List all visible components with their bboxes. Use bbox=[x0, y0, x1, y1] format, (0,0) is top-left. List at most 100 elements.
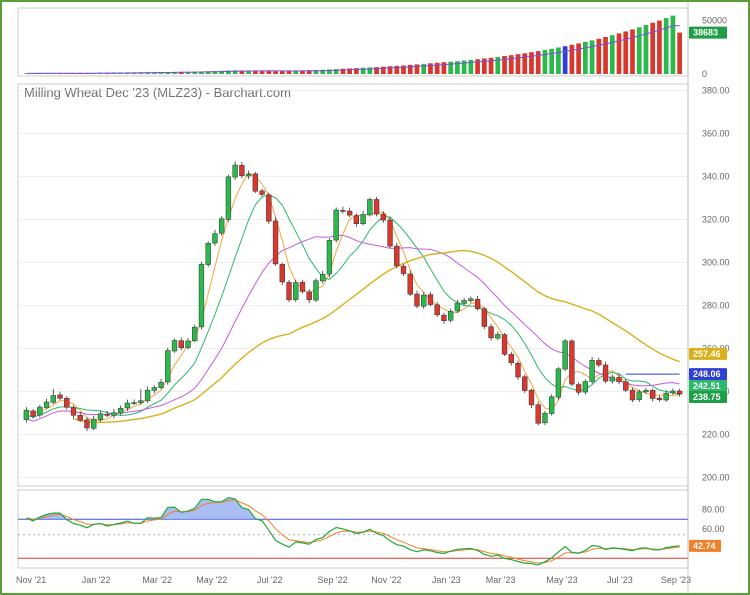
candle-body bbox=[650, 390, 656, 399]
volume-bar bbox=[172, 71, 177, 74]
price-tick-label: 280.00 bbox=[702, 300, 730, 310]
candle-body bbox=[434, 304, 440, 316]
candle-body bbox=[474, 298, 481, 310]
candle-body bbox=[77, 415, 83, 421]
price-tag-label: 248.06 bbox=[693, 369, 721, 379]
candle-body bbox=[535, 404, 541, 424]
candle-body bbox=[91, 418, 97, 429]
candle-body bbox=[299, 281, 306, 292]
candle-body bbox=[427, 294, 434, 305]
volume-bar bbox=[603, 37, 608, 74]
candle-body bbox=[582, 381, 589, 393]
volume-bar bbox=[306, 70, 312, 74]
candle-body bbox=[333, 209, 339, 241]
volume-bar bbox=[192, 71, 198, 74]
volume-bar bbox=[394, 65, 400, 74]
volume-panel: 0 50000 38683 bbox=[17, 7, 727, 79]
volume-bar bbox=[401, 65, 406, 74]
candle-body bbox=[609, 376, 615, 382]
volume-bar bbox=[623, 31, 629, 75]
price-tag-label: 238.75 bbox=[693, 392, 721, 402]
candle-body bbox=[602, 364, 609, 382]
volume-bar bbox=[650, 22, 656, 74]
volume-bar bbox=[347, 68, 352, 74]
candle-body bbox=[171, 340, 178, 352]
volume-bar bbox=[441, 62, 447, 74]
candle-body bbox=[380, 213, 386, 221]
candle-body bbox=[528, 389, 535, 406]
volume-bar bbox=[24, 73, 29, 74]
volume-bar bbox=[313, 69, 319, 74]
candle-body bbox=[353, 215, 360, 224]
candle-body bbox=[286, 282, 292, 301]
candle-body bbox=[245, 173, 252, 177]
volume-tick-label: 50000 bbox=[702, 16, 727, 26]
candle-body bbox=[232, 164, 238, 178]
volume-bar bbox=[252, 71, 258, 74]
candle-body bbox=[104, 414, 110, 416]
volume-bar bbox=[246, 70, 251, 74]
price-tag-label: 257.46 bbox=[693, 349, 721, 359]
oscillator-signal-line bbox=[26, 499, 680, 564]
candle-body bbox=[569, 340, 575, 385]
volume-bar bbox=[609, 35, 615, 74]
volume-bar bbox=[279, 71, 285, 74]
moving-average-line bbox=[26, 194, 680, 418]
price-tag-label: 242.51 bbox=[693, 381, 721, 391]
price-tick-label: 220.00 bbox=[702, 429, 730, 439]
candle-body bbox=[205, 243, 211, 265]
volume-bar bbox=[232, 70, 238, 74]
volume-bar bbox=[596, 38, 602, 74]
chart-title: Milling Wheat Dec '23 (MLZ23) - Barchart… bbox=[24, 85, 291, 100]
x-tick-label: Mar '23 bbox=[486, 575, 516, 585]
candle-body bbox=[346, 210, 353, 216]
x-tick-label: Jan '22 bbox=[82, 575, 111, 585]
candle-body bbox=[387, 219, 393, 247]
oscillator-line bbox=[26, 496, 680, 566]
candle-body bbox=[212, 233, 218, 244]
candle-body bbox=[562, 340, 568, 370]
volume-bar bbox=[320, 69, 326, 74]
volume-bar bbox=[663, 18, 669, 75]
candle-body bbox=[575, 384, 582, 393]
oscillator-tag bbox=[689, 539, 721, 552]
volume-bar bbox=[239, 70, 245, 74]
candle-body bbox=[64, 398, 70, 408]
price-tag bbox=[689, 391, 727, 404]
volume-bar bbox=[576, 43, 581, 74]
candle-body bbox=[192, 326, 198, 341]
candle-body bbox=[23, 409, 30, 420]
candle-body bbox=[225, 176, 232, 220]
oscillator-overbought-fill bbox=[26, 497, 680, 520]
x-tick-label: Jul '22 bbox=[257, 575, 283, 585]
price-tick-label: 200.00 bbox=[702, 472, 730, 482]
candle-body bbox=[272, 220, 279, 265]
x-tick-label: Sep '23 bbox=[661, 575, 691, 585]
volume-bar bbox=[300, 70, 305, 74]
price-panel-border bbox=[17, 83, 689, 487]
candle-body bbox=[124, 402, 131, 409]
candle-body bbox=[542, 412, 548, 424]
candle-body bbox=[239, 165, 245, 177]
moving-average-line bbox=[73, 249, 680, 424]
candle-body bbox=[165, 350, 171, 383]
candle-body bbox=[111, 412, 117, 416]
oscillator-tick-label: 80.00 bbox=[702, 505, 725, 515]
x-tick-label: Nov '21 bbox=[16, 575, 46, 585]
x-tick-label: May '23 bbox=[546, 575, 577, 585]
volume-bar bbox=[374, 67, 379, 74]
volume-bar bbox=[266, 71, 272, 74]
candle-body bbox=[596, 360, 602, 366]
candle-body bbox=[198, 264, 205, 328]
price-tick-label: 320.00 bbox=[702, 214, 730, 224]
volume-bar bbox=[185, 71, 191, 74]
volume-bar bbox=[488, 57, 494, 74]
volume-bar bbox=[212, 71, 218, 74]
candle-body bbox=[43, 401, 50, 408]
volume-bar bbox=[616, 33, 622, 74]
volume-tag bbox=[689, 26, 727, 39]
volume-bar bbox=[468, 59, 474, 74]
volume-bar bbox=[354, 68, 359, 74]
volume-bar bbox=[542, 49, 548, 74]
candle-body bbox=[501, 334, 508, 355]
